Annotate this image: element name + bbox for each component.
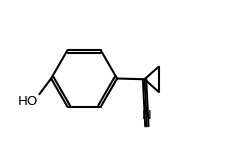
Text: HO: HO xyxy=(18,95,38,108)
Text: N: N xyxy=(142,109,152,122)
